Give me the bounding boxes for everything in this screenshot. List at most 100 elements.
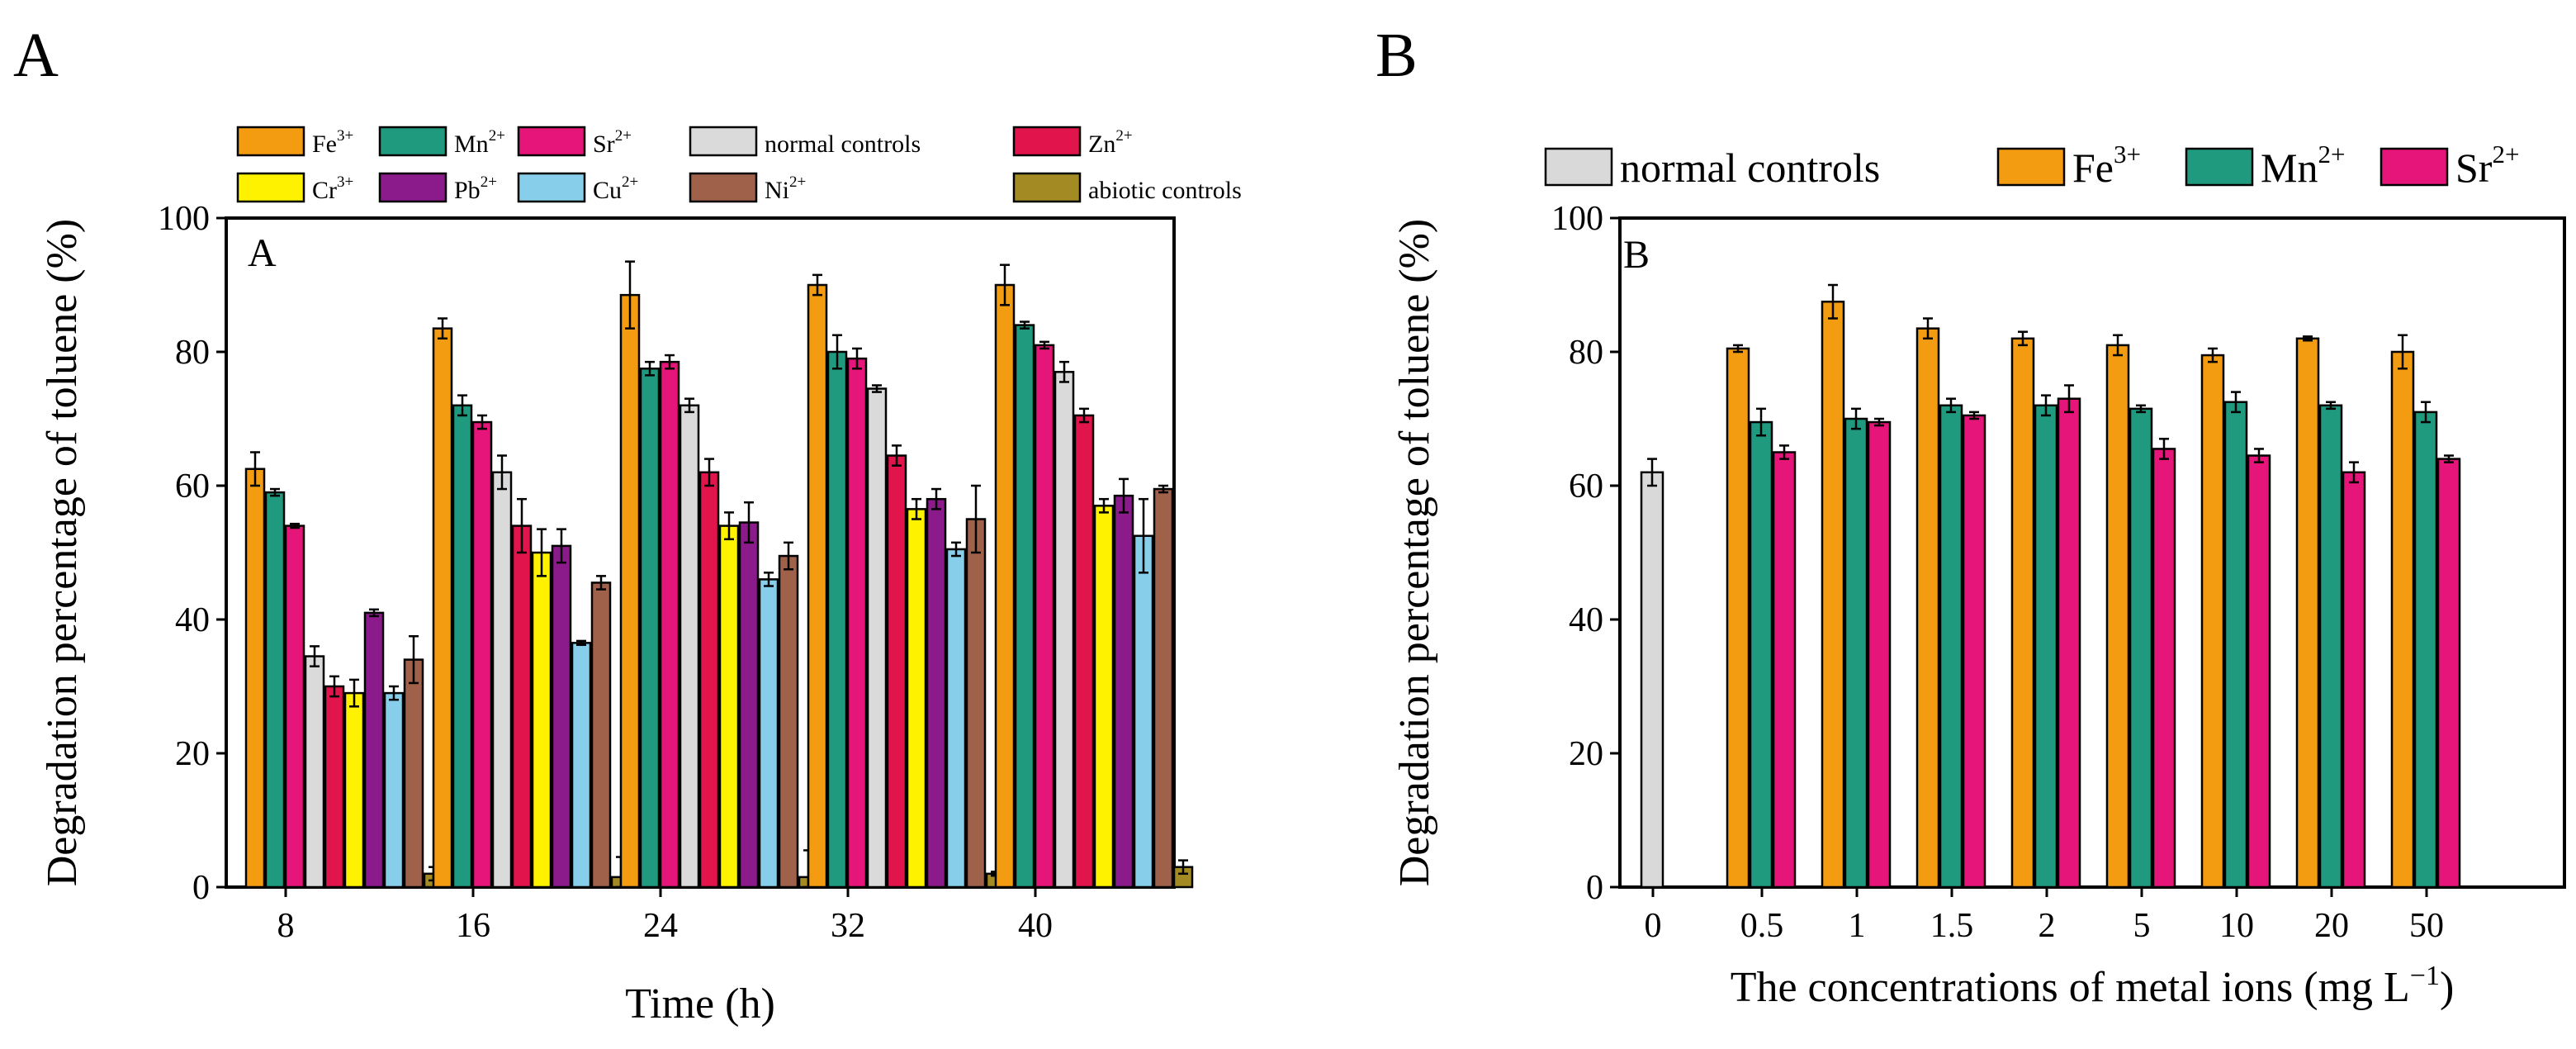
- x-tick-label-8: 8: [277, 907, 295, 945]
- error-bar-fe-8: [250, 451, 260, 487]
- error-bar-zn-24: [704, 458, 714, 487]
- legend-label: Fe3+: [2072, 140, 2141, 191]
- bar-fe-24: [619, 293, 641, 889]
- error-bar-mn-5: [2136, 404, 2146, 414]
- error-bar-pb-40: [1119, 477, 1129, 514]
- bar-cu-40: [1133, 534, 1154, 889]
- legend-swatch: [517, 172, 586, 203]
- bar-ni-24: [778, 554, 799, 889]
- bar-sr-50: [2436, 458, 2461, 889]
- chart-a-y-axis: 0 20 40 60 80 100: [158, 200, 226, 907]
- bar-zn-16: [511, 524, 533, 889]
- bar-normal-controls-40: [1054, 371, 1075, 889]
- error-bar-fe-16: [438, 317, 447, 340]
- bar-fe-20: [2295, 337, 2320, 889]
- error-bar-cr-16: [537, 528, 547, 577]
- error-bar-pb-16: [556, 528, 566, 564]
- legend-swatch: [378, 126, 447, 157]
- error-bar-cr-8: [349, 678, 359, 708]
- panel-a-letter: A: [13, 21, 59, 90]
- legend-item-mn: Mn2+: [378, 126, 505, 158]
- error-bar-fe-50: [2398, 334, 2408, 370]
- error-bar-normal-controls-24: [684, 397, 694, 414]
- error-bar-ni-16: [596, 575, 606, 591]
- bar-cr-16: [531, 551, 552, 889]
- error-bar-cr-24: [724, 511, 734, 541]
- bar-mn-0-5: [1749, 420, 1773, 889]
- error-bar-fe-2: [2018, 330, 2028, 347]
- bar-pb-40: [1113, 494, 1134, 889]
- error-bar-mn-8: [270, 487, 280, 497]
- error-bar-sr-5: [2159, 438, 2169, 460]
- bar-ni-16: [590, 581, 612, 889]
- y-tick-label: 60: [1569, 468, 1603, 506]
- error-bar-cu-32: [951, 541, 961, 558]
- legend-item-fe: Fe3+: [236, 126, 353, 158]
- bar-mn-40: [1014, 324, 1035, 889]
- x-tick-label-5: 5: [2133, 907, 2151, 945]
- legend-label: Ni2+: [765, 173, 806, 204]
- chart-b-x-label: The concentrations of metal ions (mg L−1…: [1731, 961, 2455, 1011]
- error-bar-pb-24: [744, 501, 754, 544]
- bar-mn-1: [1844, 417, 1868, 889]
- bar-mn-1-5: [1939, 404, 1963, 889]
- error-bar-ni-40: [1158, 484, 1168, 494]
- error-bar-sr-24: [665, 354, 675, 370]
- legend-item-sr: Sr2+: [517, 126, 632, 158]
- error-bar-sr-1-5: [1969, 411, 1979, 420]
- legend-swatch: [2379, 147, 2449, 187]
- error-bar-mn-2: [2041, 394, 2051, 417]
- error-bar-mn-20: [2326, 401, 2336, 411]
- legend-swatch: [1012, 172, 1082, 203]
- chart-a-y-label: Degradation percentage of toluene (%): [39, 219, 86, 887]
- legend-swatch: [517, 126, 586, 157]
- bar-sr-8: [284, 524, 305, 889]
- chart-b-inner-label: B: [1623, 233, 1650, 277]
- bar-fe-1: [1821, 301, 1845, 889]
- chart-a-x-label: Time (h): [625, 980, 775, 1028]
- x-tick-label-20: 20: [2314, 907, 2349, 945]
- error-bar-mn-0-5: [1756, 407, 1766, 437]
- panel-b-letter: B: [1376, 21, 1418, 90]
- x-tick-label-0-5: 0.5: [1740, 907, 1784, 945]
- error-bar-sr-20: [2349, 461, 2359, 484]
- error-bar-mn-40: [1020, 320, 1030, 330]
- chart-b-y-axis: 0 20 40 60 80 100: [1551, 200, 1620, 907]
- bar-sr-1-5: [1962, 414, 1986, 889]
- bar-sr-32: [846, 357, 868, 889]
- error-bar-mn-1-5: [1946, 397, 1956, 414]
- bar-normal-controls-16: [491, 471, 513, 889]
- bar-cu-8: [383, 691, 405, 889]
- bar-cr-40: [1093, 505, 1115, 889]
- error-bar-fe-32: [812, 273, 822, 297]
- y-tick-label: 20: [1569, 735, 1603, 773]
- legend-label: Sr2+: [593, 127, 632, 158]
- error-bar-mn-16: [457, 394, 467, 417]
- error-bar-fe-1-5: [1923, 317, 1933, 340]
- y-tick-label: 20: [175, 735, 210, 773]
- error-bar-cr-40: [1099, 497, 1109, 514]
- error-bar-sr-1: [1874, 417, 1884, 427]
- bar-cu-32: [945, 548, 967, 889]
- error-bar-sr-16: [477, 414, 487, 430]
- error-bar-ni-32: [971, 484, 981, 554]
- x-tick-label-1: 1: [1849, 907, 1866, 945]
- error-bar-pb-8: [369, 608, 379, 618]
- bar-mn-50: [2413, 411, 2438, 889]
- bar-fe-50: [2390, 350, 2415, 889]
- error-bar-normal-controls-32: [872, 384, 882, 393]
- x-tick-label-0: 0: [1645, 907, 1662, 945]
- bar-normal-controls-0: [1640, 471, 1664, 889]
- error-bar-normal-controls-8: [310, 645, 320, 667]
- y-tick-label: 0: [192, 869, 210, 907]
- error-bar-zn-16: [517, 497, 527, 554]
- error-bar-sr-32: [852, 347, 862, 370]
- x-tick-label-2: 2: [2039, 907, 2056, 945]
- bar-fe-10: [2200, 354, 2225, 889]
- bar-sr-0-5: [1772, 451, 1797, 889]
- legend-swatch: [1544, 147, 1613, 187]
- bar-mn-2: [2034, 404, 2058, 889]
- legend-label: Pb2+: [454, 173, 497, 204]
- error-bar-ni-24: [784, 541, 793, 571]
